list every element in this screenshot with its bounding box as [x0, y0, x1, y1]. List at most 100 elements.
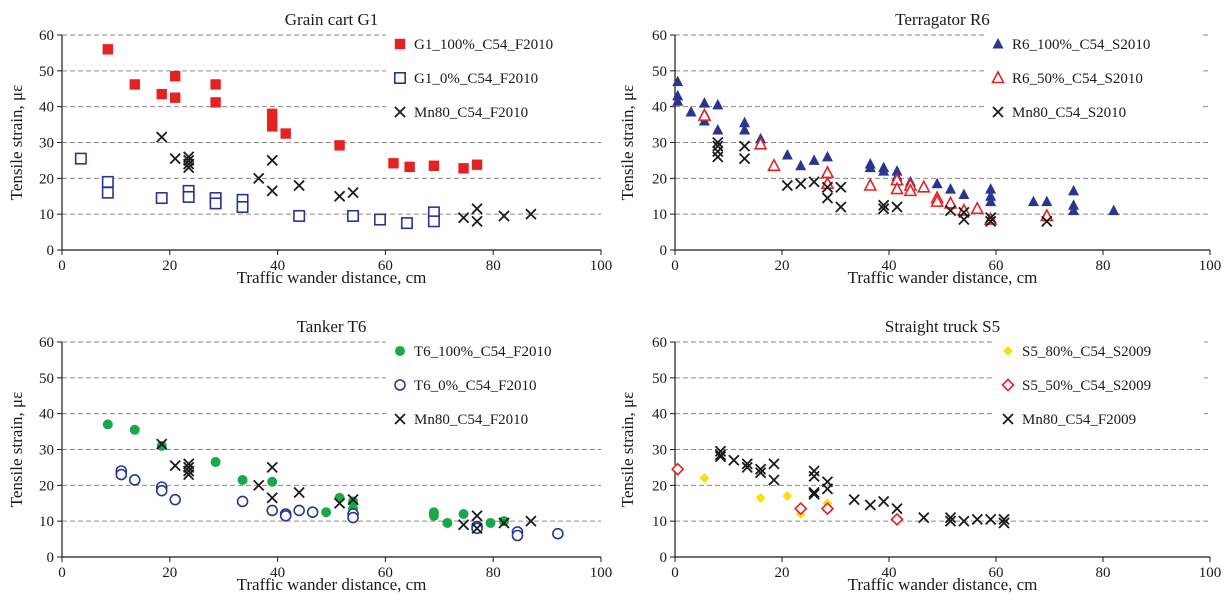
- data-point: [525, 208, 537, 220]
- data-point: [1027, 195, 1039, 207]
- data-point: [985, 183, 997, 194]
- data-point: [1041, 215, 1053, 227]
- series-1: [115, 465, 564, 542]
- data-point: [471, 215, 483, 227]
- x-tick-label: 20: [775, 565, 790, 581]
- data-point: [781, 149, 793, 160]
- data-point: [427, 215, 440, 228]
- legend-label: R6_100%_C54_S2010: [1012, 37, 1150, 53]
- x-tick-label: 20: [162, 565, 177, 581]
- data-point: [293, 486, 305, 499]
- data-point: [169, 493, 181, 506]
- series-1: [671, 462, 904, 527]
- data-point: [768, 474, 780, 486]
- data-point: [672, 75, 684, 87]
- data-point: [712, 123, 724, 135]
- data-point: [471, 510, 483, 522]
- data-point: [498, 517, 510, 529]
- data-point: [1108, 204, 1120, 216]
- legend-label: Mn80_C54_S2010: [1012, 105, 1126, 121]
- data-point: [891, 201, 903, 213]
- data-point: [958, 188, 970, 199]
- y-tick-label: 10: [652, 514, 667, 530]
- data-point: [525, 515, 537, 527]
- legend-marker: [1003, 346, 1013, 356]
- data-point: [863, 177, 878, 191]
- x-tick-label: 0: [58, 258, 66, 274]
- y-tick-label: 30: [652, 443, 667, 459]
- data-point: [697, 107, 712, 121]
- legend-marker: [992, 106, 1004, 118]
- data-point: [156, 88, 167, 100]
- data-point: [183, 465, 195, 477]
- y-tick-label: 40: [39, 100, 54, 116]
- data-point: [428, 160, 440, 171]
- data-point: [347, 511, 359, 524]
- data-point: [156, 438, 168, 450]
- data-point: [102, 419, 113, 430]
- y-tick-label: 60: [39, 335, 54, 351]
- data-point: [714, 451, 727, 463]
- data-point: [156, 131, 168, 143]
- data-point: [266, 504, 279, 517]
- data-point: [808, 488, 820, 500]
- x-axis-label: Traffic wander distance, cm: [848, 268, 1038, 287]
- data-point: [404, 161, 415, 173]
- data-point: [280, 128, 291, 139]
- y-tick-label: 30: [39, 443, 54, 459]
- y-tick-label: 40: [652, 407, 667, 423]
- legend-marker: [1001, 378, 1015, 392]
- data-point: [712, 151, 724, 163]
- data-point: [169, 152, 181, 165]
- data-point: [782, 491, 793, 502]
- data-point: [321, 507, 332, 518]
- data-point: [458, 509, 469, 519]
- data-point: [266, 154, 278, 167]
- data-point: [155, 192, 168, 205]
- data-point: [739, 116, 751, 128]
- legend-label: T6_100%_C54_F2010: [414, 344, 552, 360]
- data-point: [808, 154, 820, 165]
- y-tick-label: 30: [39, 136, 54, 152]
- data-point: [1068, 204, 1080, 216]
- data-point: [333, 190, 346, 202]
- x-tick-label: 80: [1096, 258, 1111, 274]
- data-point: [930, 193, 944, 207]
- data-point: [741, 461, 753, 474]
- data-point: [795, 159, 807, 171]
- y-tick-label: 20: [39, 171, 54, 187]
- data-point: [891, 165, 903, 176]
- legend-label: Mn80_C54_F2010: [414, 105, 528, 121]
- data-point: [712, 145, 724, 158]
- x-tick-label: 100: [1199, 258, 1222, 274]
- legend-label: R6_50%_C54_S2010: [1012, 71, 1143, 87]
- data-point: [698, 97, 710, 108]
- data-point: [985, 513, 997, 526]
- data-point: [714, 445, 727, 457]
- series-1: [74, 152, 440, 230]
- legend-marker: [394, 379, 406, 391]
- data-point: [498, 210, 510, 222]
- data-point: [267, 476, 278, 487]
- data-point: [903, 183, 918, 197]
- legend: G1_100%_C54_F2010 G1_0%_C54_F2010 Mn80_C54…: [386, 30, 604, 138]
- y-tick-label: 20: [39, 478, 54, 494]
- data-point: [253, 172, 265, 184]
- legend-marker: [992, 38, 1004, 49]
- data-point: [511, 529, 524, 542]
- data-point: [712, 136, 724, 149]
- data-point: [808, 470, 820, 483]
- x-tick-label: 20: [775, 258, 790, 274]
- legend-marker: [394, 38, 406, 50]
- chart-panel-0: 0 10 20 30 40 50 60 0 20 40 60 80 100 Grain cart G1 Tr…: [7, 10, 612, 287]
- x-axis-label: Traffic wander distance, cm: [848, 575, 1038, 594]
- data-point: [985, 212, 997, 224]
- data-point: [821, 483, 834, 495]
- data-point: [74, 152, 87, 165]
- legend-background: [386, 337, 604, 445]
- data-point: [1041, 195, 1053, 207]
- data-point: [1068, 184, 1080, 196]
- legend-label: S5_80%_C54_S2009: [1022, 344, 1151, 360]
- chart-title: Terragator R6: [895, 10, 990, 29]
- data-point: [672, 95, 684, 106]
